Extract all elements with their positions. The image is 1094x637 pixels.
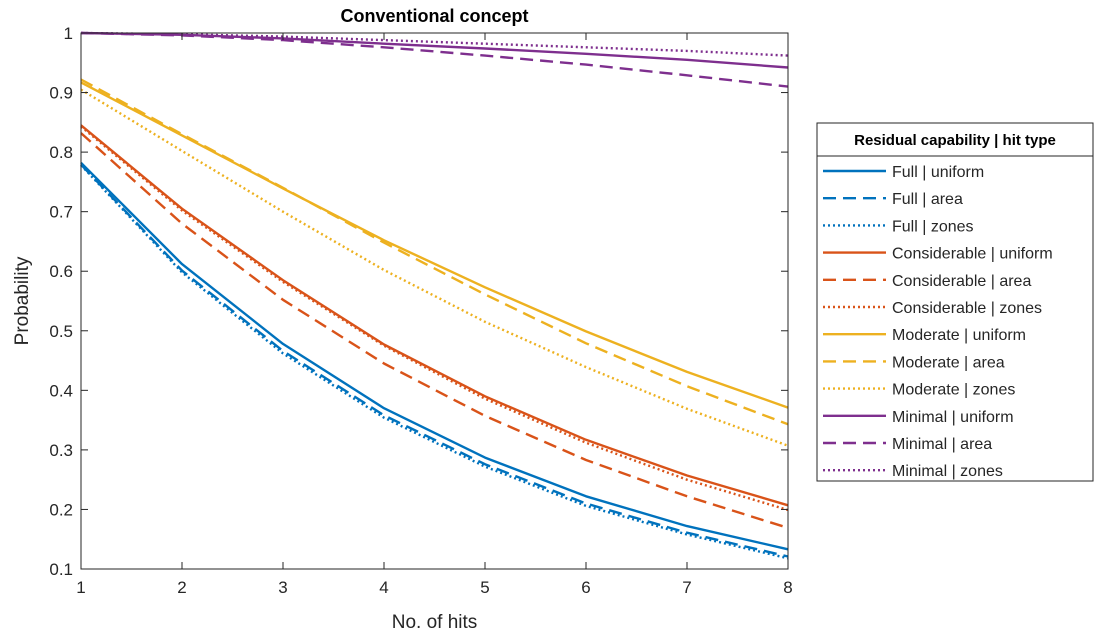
series-line — [80, 124, 789, 507]
legend-entry-label: Full | uniform — [892, 164, 984, 181]
y-tick-label: 0.9 — [49, 84, 73, 103]
x-axis-label: No. of hits — [392, 612, 478, 633]
legend-entry-label: Full | area — [892, 191, 963, 208]
legend-entry-label: Considerable | uniform — [892, 246, 1053, 263]
y-tick-label: 1 — [64, 24, 73, 43]
series-line — [80, 164, 789, 560]
y-tick-label: 0.7 — [49, 203, 73, 222]
legend-entry-label: Minimal | area — [892, 436, 992, 453]
y-tick-label: 0.6 — [49, 262, 73, 281]
series-line — [80, 31, 789, 88]
axes-box — [80, 32, 789, 570]
legend-entry-label: Full | zones — [892, 218, 974, 235]
x-tick-label: 4 — [379, 578, 388, 597]
chart-title: Conventional concept — [340, 6, 528, 26]
x-tick-label: 1 — [76, 578, 85, 597]
legend-entry-label: Minimal | uniform — [892, 409, 1014, 426]
x-tick-label: 5 — [480, 578, 489, 597]
x-tick-label: 8 — [783, 578, 792, 597]
legend-entry-label: Considerable | area — [892, 273, 1031, 290]
y-tick-label: 0.2 — [49, 500, 73, 519]
x-tick-label: 3 — [278, 578, 287, 597]
y-axis-label: Probability — [12, 256, 33, 345]
series-line — [80, 132, 789, 530]
legend-entry-label: Moderate | area — [892, 354, 1005, 371]
series-line — [80, 31, 789, 69]
y-tick-label: 0.3 — [49, 441, 73, 460]
series-line — [80, 125, 789, 512]
y-tick-label: 0.4 — [49, 381, 73, 400]
series-line — [80, 161, 789, 551]
x-tick-label: 6 — [581, 578, 590, 597]
legend-entry-label: Moderate | zones — [892, 382, 1015, 399]
series-line — [80, 163, 789, 558]
series-line — [80, 78, 789, 426]
y-tick-label: 0.8 — [49, 143, 73, 162]
legend-entry-label: Moderate | uniform — [892, 327, 1026, 344]
x-tick-label: 2 — [177, 578, 186, 597]
y-tick-label: 0.5 — [49, 322, 73, 341]
legend-box — [816, 122, 1094, 482]
plot-area: 1 2 3 4 5 6 7 8 0.1 0.2 0.3 0.4 0.5 0.6 0.7 0.8 0.9 1 — [49, 24, 792, 597]
legend-entry-label: Considerable | zones — [892, 300, 1042, 317]
legend-title: Residual capability | hit type — [854, 132, 1056, 149]
y-tick-label: 0.1 — [49, 560, 73, 579]
legend: Residual capability | hit type Full | un… — [816, 122, 1094, 482]
x-tick-label: 7 — [682, 578, 691, 597]
series-line — [80, 81, 789, 409]
legend-entry-label: Minimal | zones — [892, 463, 1003, 480]
